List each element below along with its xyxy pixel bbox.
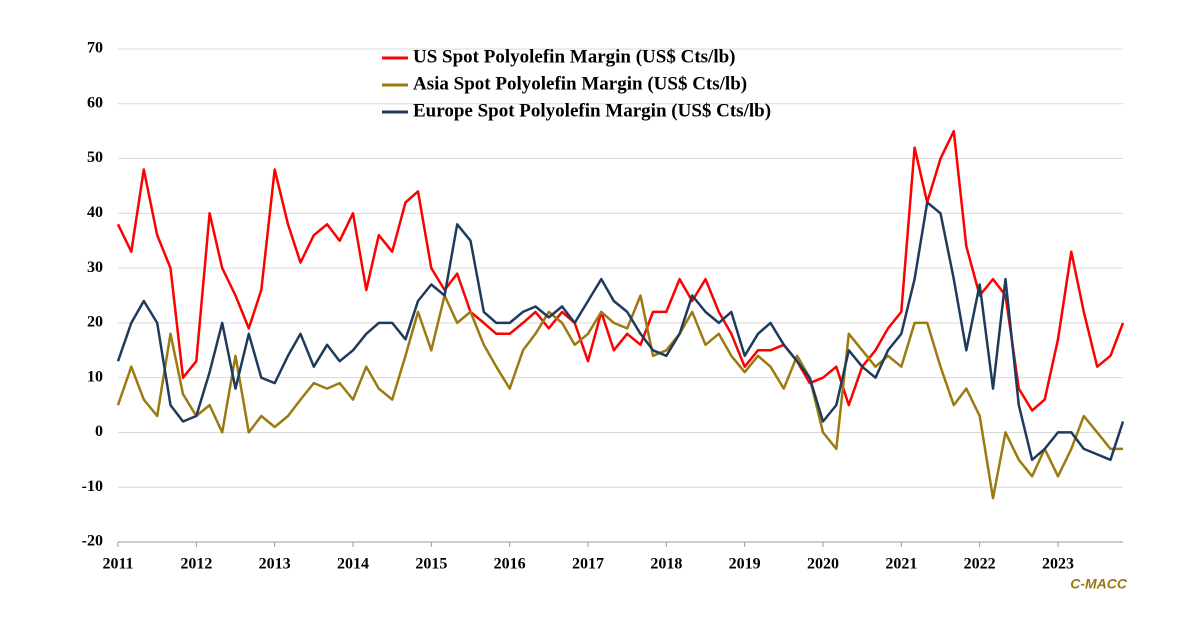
x-tick-label: 2023 [1042,556,1074,573]
y-tick-label: 70 [87,40,103,57]
source-note: C-MACC [1070,576,1128,592]
x-tick-label: 2021 [885,556,917,573]
legend-label: Asia Spot Polyolefin Margin (US$ Cts/lb) [413,73,747,94]
series-line [116,294,1123,500]
series-line [116,201,1125,462]
x-tick-label: 2011 [102,556,133,573]
y-tick-label: 30 [87,259,103,276]
x-tick-label: 2012 [180,556,212,573]
x-tick-label: 2018 [650,556,682,573]
y-tick-label: 60 [87,94,103,111]
y-tick-label: 40 [87,204,103,221]
x-tick-label: 2014 [337,556,369,573]
x-tick-label: 2022 [964,556,996,573]
legend-label: US Spot Polyolefin Margin (US$ Cts/lb) [413,46,736,67]
series-line [116,129,1125,412]
x-tick-label: 2015 [415,556,447,573]
x-tick-label: 2017 [572,556,604,573]
y-tick-label: 20 [87,314,103,331]
x-tick-label: 2013 [259,556,291,573]
y-tick-label: 0 [95,423,103,440]
x-tick-label: 2019 [729,556,761,573]
y-tick-label: 10 [87,368,103,385]
y-tick-label: -10 [82,478,103,495]
y-tick-label: 50 [87,149,103,166]
x-tick-label: 2016 [494,556,526,573]
x-tick-label: 2020 [807,556,839,573]
legend-label: Europe Spot Polyolefin Margin (US$ Cts/l… [413,100,771,121]
y-tick-label: -20 [82,533,103,550]
